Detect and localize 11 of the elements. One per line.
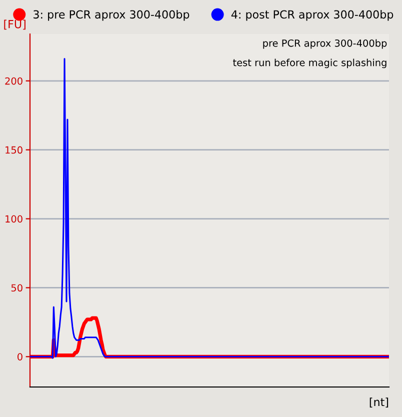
y-tick-label: 200 — [5, 77, 22, 85]
y-tick-label: 50 — [11, 284, 22, 292]
y-tick-label: 0 — [18, 353, 22, 360]
y-tick-label: 150 — [6, 146, 22, 154]
annotation: test run before magic splashing — [233, 58, 386, 68]
y-tick-label: 100 — [6, 215, 22, 223]
y-axis-title: [FU] — [4, 20, 26, 30]
x-axis-title: [nt] — [370, 398, 388, 408]
annotation: pre PCR aprox 300-400bp — [263, 39, 387, 49]
legend-label: 4: post PCR aprox 300-400bp — [231, 10, 394, 21]
legend-label: 3: pre PCR aprox 300-400bp — [34, 10, 190, 21]
